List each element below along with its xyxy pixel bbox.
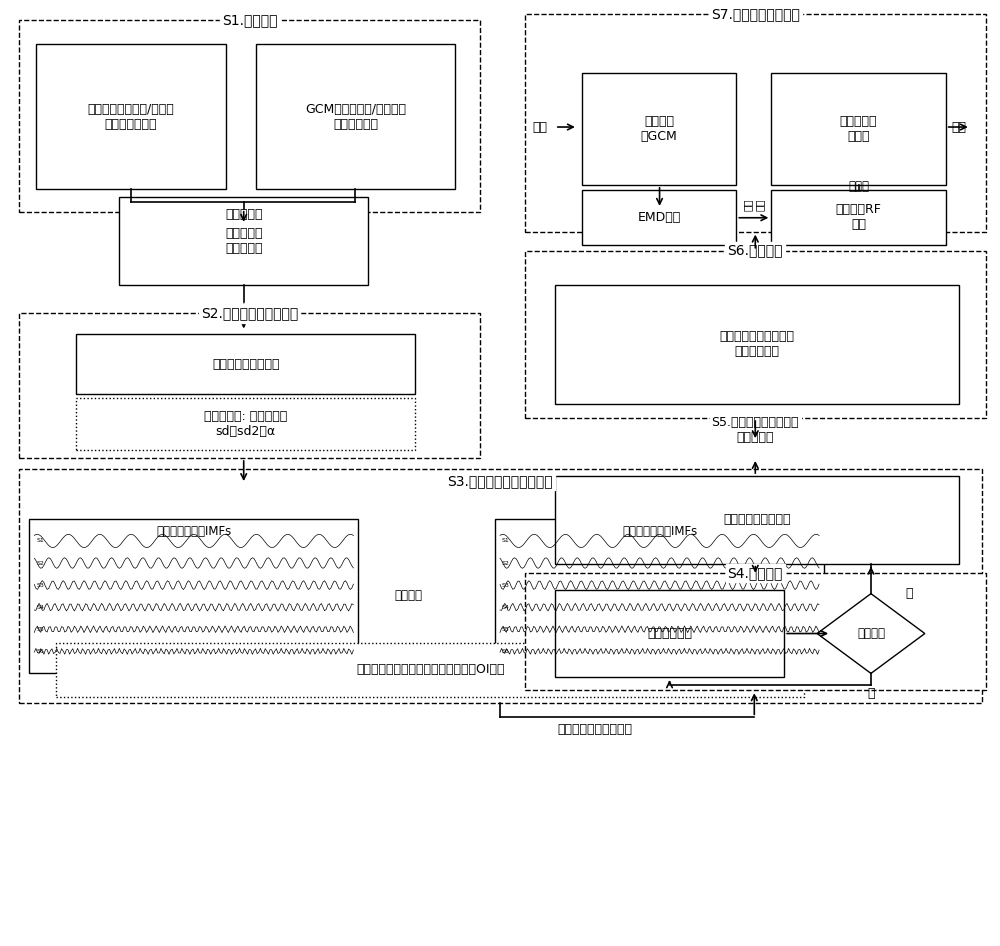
FancyBboxPatch shape (771, 73, 946, 184)
FancyBboxPatch shape (19, 469, 982, 703)
Text: 分解结果的各个分量对: 分解结果的各个分量对 (557, 724, 632, 736)
Text: S5: S5 (502, 627, 510, 632)
Text: 输入: 输入 (532, 120, 547, 133)
FancyBboxPatch shape (76, 398, 415, 450)
Text: S4: S4 (502, 604, 510, 609)
Text: S7.未来情景的降尺度: S7.未来情景的降尺度 (711, 8, 800, 22)
Text: 逆合成: 逆合成 (848, 181, 869, 193)
FancyBboxPatch shape (582, 73, 736, 184)
Text: S4.训练模型: S4.训练模型 (728, 566, 783, 580)
Text: 未来情境
的GCM: 未来情境 的GCM (641, 115, 677, 143)
FancyBboxPatch shape (525, 572, 986, 691)
Text: 随机森林模型: 随机森林模型 (647, 627, 692, 640)
Text: S5: S5 (36, 627, 44, 632)
FancyBboxPatch shape (771, 190, 946, 245)
Text: 地面观测站点降雨/最大最
小温度时间序列: 地面观测站点降雨/最大最 小温度时间序列 (88, 102, 174, 131)
Text: 未来情境的
降尺度: 未来情境的 降尺度 (840, 115, 877, 143)
FancyBboxPatch shape (76, 334, 415, 394)
Text: S1.数据收集: S1.数据收集 (222, 13, 277, 27)
Text: 本征模态: 本征模态 (394, 589, 422, 603)
FancyBboxPatch shape (19, 20, 480, 212)
Text: S5.训练后时间序列分解
分量的合成: S5.训练后时间序列分解 分量的合成 (712, 416, 799, 444)
Text: 均方根误差、相关性系
数、拟合优度: 均方根误差、相关性系 数、拟合优度 (719, 330, 794, 359)
Text: S6.模型评估: S6.模型评估 (728, 244, 783, 257)
Text: 本征模态函数的合成: 本征模态函数的合成 (723, 514, 791, 526)
Text: S3: S3 (36, 583, 44, 587)
Text: 已训练的RF
模型: 已训练的RF 模型 (836, 203, 881, 231)
Text: S2.非平稳时间序列分解: S2.非平稳时间序列分解 (201, 307, 298, 321)
Text: 双变量经验模态分解: 双变量经验模态分解 (212, 358, 279, 371)
FancyBboxPatch shape (582, 190, 736, 245)
Text: GCM输出的降雨/最大最小
温度时间序列: GCM输出的降雨/最大最小 温度时间序列 (305, 102, 406, 131)
Text: EMD分解: EMD分解 (637, 211, 681, 224)
Text: 气候模型分解的IMFs: 气候模型分解的IMFs (622, 525, 697, 538)
Text: 是: 是 (905, 587, 913, 600)
Text: S1: S1 (502, 538, 510, 543)
FancyBboxPatch shape (555, 285, 959, 404)
Text: 训练数据集
测试数据集: 训练数据集 测试数据集 (225, 227, 262, 254)
Text: S2: S2 (36, 561, 44, 566)
FancyBboxPatch shape (256, 44, 455, 189)
Text: 地面观测分解的IMFs: 地面观测分解的IMFs (156, 525, 231, 538)
Text: 分解结果评价指标：模态混合程度，OI指标: 分解结果评价指标：模态混合程度，OI指标 (356, 663, 504, 676)
FancyBboxPatch shape (555, 476, 959, 564)
Text: S6: S6 (36, 649, 44, 654)
FancyBboxPatch shape (36, 44, 226, 189)
FancyBboxPatch shape (56, 642, 804, 697)
Text: 数据集划分: 数据集划分 (225, 208, 262, 221)
Text: S4: S4 (36, 604, 44, 609)
Text: 目标函数: 目标函数 (857, 627, 885, 640)
FancyBboxPatch shape (525, 14, 986, 232)
Text: S2: S2 (502, 561, 510, 566)
Text: 输出: 输出 (951, 120, 966, 133)
Text: S6: S6 (502, 649, 510, 654)
Text: 否: 否 (867, 687, 875, 700)
FancyBboxPatch shape (19, 313, 480, 458)
Text: 自定义参数: 投影数量、
sd、sd2、α: 自定义参数: 投影数量、 sd、sd2、α (204, 411, 287, 438)
Text: S3.最优时间序列分解结果: S3.最优时间序列分解结果 (447, 474, 553, 488)
FancyBboxPatch shape (29, 518, 358, 674)
Text: S3: S3 (502, 583, 510, 587)
Text: S1: S1 (36, 538, 44, 543)
Text: 对应
分量: 对应 分量 (743, 199, 765, 211)
FancyBboxPatch shape (495, 518, 824, 674)
FancyBboxPatch shape (119, 197, 368, 285)
FancyBboxPatch shape (555, 589, 784, 677)
Polygon shape (817, 594, 925, 674)
FancyBboxPatch shape (525, 251, 986, 418)
